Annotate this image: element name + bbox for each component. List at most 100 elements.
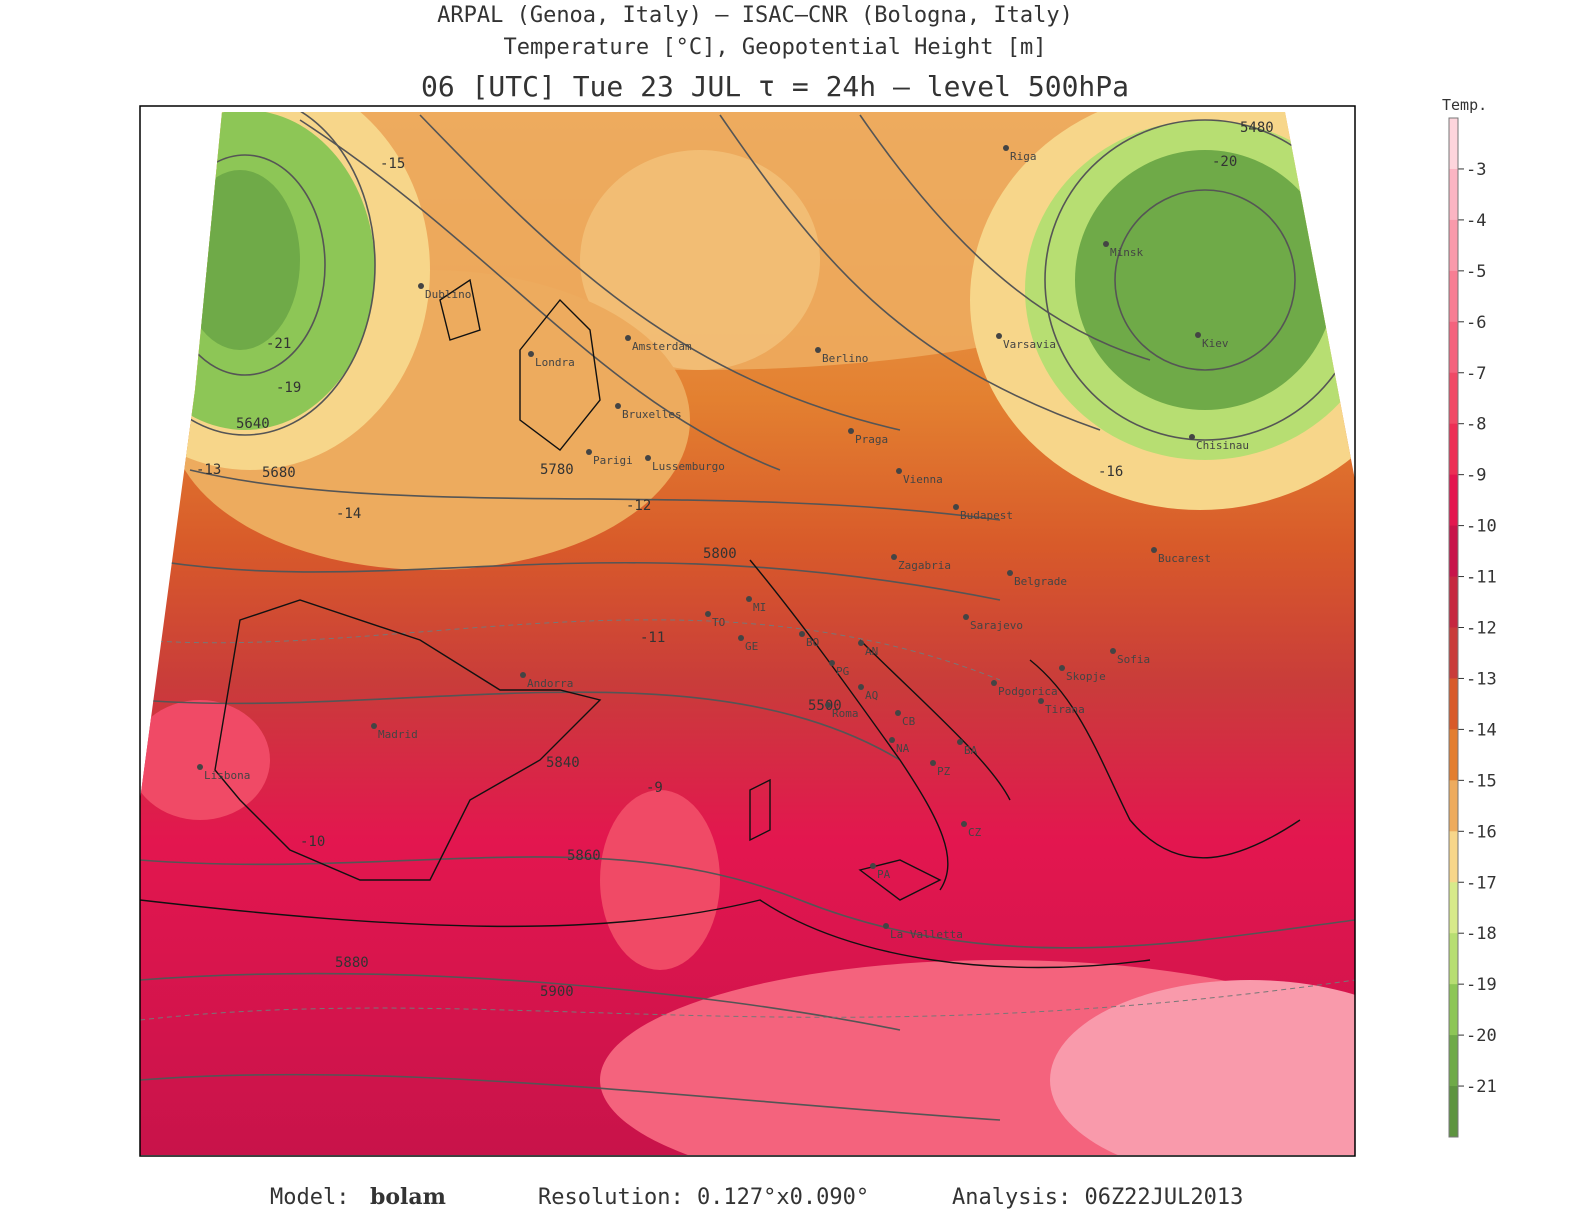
- city: Budapest: [960, 509, 1013, 522]
- colorbar-label: -16: [1466, 822, 1497, 842]
- city: NA: [896, 742, 910, 755]
- city: Zagabria: [898, 559, 951, 572]
- header-line3: 06 [UTC] Tue 23 JUL τ = 24h – level 500h…: [421, 70, 1129, 103]
- city: Sofia: [1117, 653, 1150, 666]
- city-dot: [1038, 698, 1044, 704]
- city-dot: [1103, 241, 1109, 247]
- city-dot: [858, 640, 864, 646]
- city: Kiev: [1202, 337, 1229, 350]
- city-dot: [1110, 648, 1116, 654]
- map-field: [140, 112, 1355, 1155]
- colorbar-label: -19: [1466, 975, 1497, 995]
- city-dot: [961, 821, 967, 827]
- city-dot: [883, 923, 889, 929]
- city-dot: [625, 335, 631, 341]
- city-dot: [197, 764, 203, 770]
- city: MI: [753, 601, 766, 614]
- city: La Valletta: [890, 928, 963, 941]
- colorbar-swatch: [1449, 423, 1458, 476]
- colorbar-swatch: [1449, 831, 1458, 883]
- city-dot: [1195, 332, 1201, 338]
- city-dot: [895, 710, 901, 716]
- colorbar-label: -18: [1466, 924, 1497, 944]
- city-dot: [520, 672, 526, 678]
- city: Praga: [855, 433, 888, 446]
- city: Dublino: [425, 288, 471, 301]
- city: Roma: [832, 707, 859, 720]
- city-dot: [815, 347, 821, 353]
- colorbar-swatch: [1449, 525, 1458, 578]
- contour-label: -14: [336, 506, 361, 522]
- colorbar-swatch: [1449, 270, 1458, 323]
- city: Podgorica: [998, 685, 1058, 698]
- city: Amsterdam: [632, 340, 692, 353]
- colorbar-label: -12: [1466, 619, 1497, 639]
- city-dot: [746, 596, 752, 602]
- colorbar-label: -3: [1466, 160, 1486, 180]
- city-dot: [705, 611, 711, 617]
- city-dot: [930, 760, 936, 766]
- colorbar-label: -8: [1466, 415, 1486, 435]
- colorbar-swatch: [1449, 678, 1458, 730]
- city: Skopje: [1066, 670, 1106, 683]
- colorbar-label: -15: [1466, 771, 1497, 791]
- city-labels: Dublino Londra Amsterdam Bruxelles Parig…: [204, 150, 1249, 941]
- contour-label: 5880: [335, 955, 369, 971]
- contour-label: -19: [276, 380, 301, 396]
- city: Chisinau: [1196, 439, 1249, 452]
- contour-label: 5500: [808, 698, 842, 714]
- city-dot: [953, 504, 959, 510]
- city-dot: [996, 333, 1002, 339]
- city: CB: [902, 715, 916, 728]
- colorbar-swatch: [1449, 780, 1458, 832]
- city: PZ: [937, 765, 951, 778]
- city-dot: [963, 614, 969, 620]
- contour-label: -13: [196, 462, 221, 478]
- contour-label: -10: [300, 834, 325, 850]
- city-dot: [1189, 434, 1195, 440]
- city-dot: [829, 660, 835, 666]
- colorbar-label: -21: [1466, 1077, 1497, 1097]
- contour-label: -9: [646, 780, 663, 796]
- city-dot: [371, 723, 377, 729]
- city-dot: [418, 283, 424, 289]
- colorbar-label: -13: [1466, 669, 1497, 689]
- city-dot: [889, 737, 895, 743]
- contour-label: -16: [1098, 464, 1123, 480]
- contour-label: 5640: [236, 416, 270, 432]
- header-line1: ARPAL (Genoa, Italy) – ISAC–CNR (Bologna…: [437, 3, 1073, 28]
- contour-label: -15: [380, 156, 405, 172]
- city: Londra: [535, 356, 575, 369]
- colorbar-swatch: [1449, 219, 1458, 272]
- city-dot: [615, 403, 621, 409]
- footer-analysis: Analysis: 06Z22JUL2013: [952, 1185, 1243, 1210]
- contour-label: 5800: [703, 546, 737, 562]
- contour-label: 5780: [540, 462, 574, 478]
- city: BO: [806, 636, 819, 649]
- city-dot: [528, 351, 534, 357]
- city-dot: [586, 449, 592, 455]
- colorbar-label: -7: [1466, 364, 1486, 384]
- colorbar-swatch: [1449, 933, 1458, 985]
- city-dot: [1007, 570, 1013, 576]
- city-dot: [870, 863, 876, 869]
- city: Bucarest: [1158, 552, 1211, 565]
- colorbar-swatch: [1449, 627, 1458, 679]
- colorbar-label: -10: [1466, 517, 1497, 537]
- colorbar-label: -9: [1466, 466, 1486, 486]
- colorbar-label: -14: [1466, 720, 1497, 740]
- contour-label: 5900: [540, 984, 574, 1000]
- colorbar-swatch: [1449, 984, 1458, 1036]
- colorbar-swatch: [1449, 1086, 1458, 1138]
- colorbar-swatch: [1449, 474, 1458, 527]
- city-dot: [858, 684, 864, 690]
- contour-label: 5480: [1240, 120, 1274, 136]
- city-dot: [825, 702, 831, 708]
- city-dot: [896, 468, 902, 474]
- contour-label: -21: [266, 336, 291, 352]
- colorbar-label: -20: [1466, 1026, 1497, 1046]
- city: Tirana: [1045, 703, 1085, 716]
- city: Lisbona: [204, 769, 250, 782]
- contour-label: 5860: [567, 848, 601, 864]
- colorbar-label: -11: [1466, 568, 1497, 588]
